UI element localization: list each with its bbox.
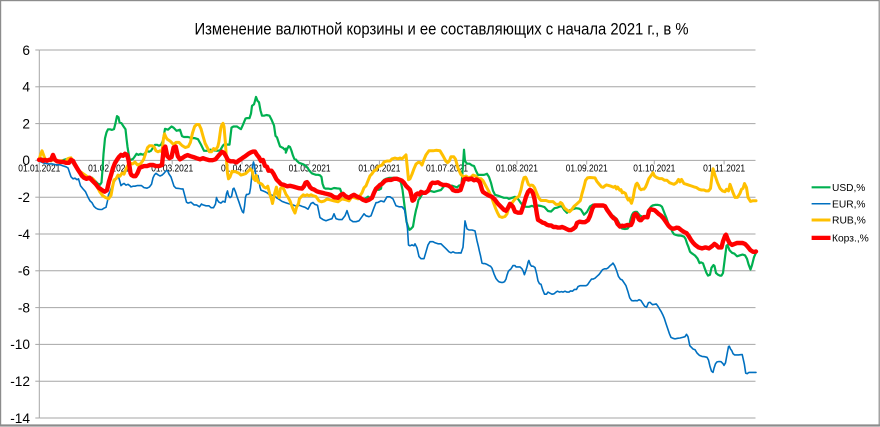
svg-text:-4: -4: [18, 227, 31, 242]
svg-text:2: 2: [22, 116, 30, 131]
svg-text:01.02.2021: 01.02.2021: [88, 163, 130, 174]
svg-text:01.10.2021: 01.10.2021: [633, 163, 675, 174]
svg-text:6: 6: [22, 43, 30, 58]
svg-text:01.06.2021: 01.06.2021: [358, 163, 400, 174]
svg-text:01.11.2021: 01.11.2021: [703, 163, 745, 174]
svg-text:-8: -8: [18, 300, 31, 315]
svg-text:Изменение валютной корзины и е: Изменение валютной корзины и ее составля…: [195, 20, 689, 39]
svg-text:-2: -2: [18, 190, 30, 205]
svg-text:0: 0: [22, 153, 30, 168]
svg-text:01.03.2021: 01.03.2021: [151, 163, 193, 174]
svg-text:-12: -12: [10, 374, 30, 389]
svg-text:01.05.2021: 01.05.2021: [289, 163, 331, 174]
svg-text:Корз.,%: Корз.,%: [832, 234, 869, 245]
svg-text:01.07.2021: 01.07.2021: [426, 163, 468, 174]
svg-text:01.04.2021: 01.04.2021: [221, 163, 263, 174]
svg-text:RUB,%: RUB,%: [832, 216, 866, 227]
svg-text:USD,%: USD,%: [832, 183, 865, 194]
svg-text:-10: -10: [10, 337, 30, 352]
svg-text:-6: -6: [18, 264, 31, 279]
svg-text:-14: -14: [10, 411, 30, 426]
svg-text:01.09.2021: 01.09.2021: [566, 163, 608, 174]
svg-text:4: 4: [22, 80, 30, 95]
svg-text:EUR,%: EUR,%: [832, 199, 866, 210]
svg-text:01.01.2021: 01.01.2021: [18, 163, 60, 174]
svg-text:01.08.2021: 01.08.2021: [496, 163, 538, 174]
